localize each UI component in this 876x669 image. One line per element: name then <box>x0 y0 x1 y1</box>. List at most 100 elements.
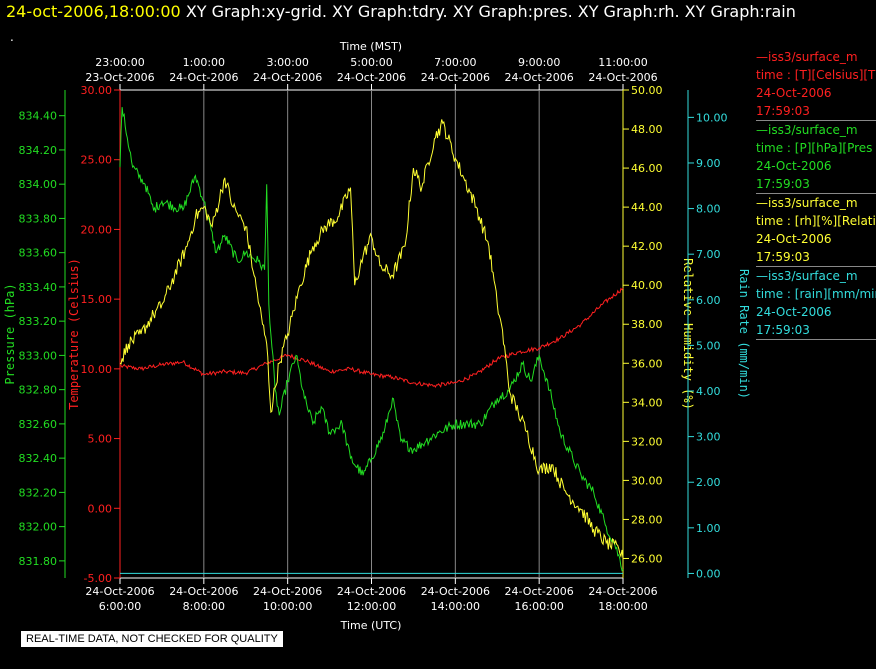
series-line <box>119 119 624 559</box>
status-dot: . <box>10 30 14 44</box>
legend-line: time : [T][Celsius][T <box>756 68 876 82</box>
y-tick-label: 6.00 <box>696 294 721 307</box>
x-tick-label: 24-Oct-2006 <box>85 585 154 598</box>
x-tick-label: 10:00:00 <box>263 600 312 613</box>
y-tick-label: 833.00 <box>19 349 58 362</box>
y-tick-label: -5.00 <box>84 572 112 585</box>
y-tick-label: 34.00 <box>631 396 663 409</box>
qc-notice: REAL-TIME DATA, NOT CHECKED FOR QUALITY <box>21 631 283 647</box>
y-tick-label: 1.00 <box>696 522 721 535</box>
y-tick-label: 832.20 <box>19 486 58 499</box>
y-tick-label: 4.00 <box>696 385 721 398</box>
y-axis-label: Temperature (Celsius) <box>67 258 81 410</box>
y-tick-label: 48.00 <box>631 123 663 136</box>
series-line <box>119 107 624 572</box>
legend-line: 24-Oct-2006 <box>756 159 832 173</box>
legend-line: 17:59:03 <box>756 250 810 264</box>
x-tick-label: 5:00:00 <box>350 56 392 69</box>
y-tick-label: 7.00 <box>696 248 721 261</box>
y-tick-label: 0.00 <box>88 502 113 515</box>
y-tick-label: 833.20 <box>19 315 58 328</box>
x-tick-label: 7:00:00 <box>434 56 476 69</box>
y-tick-label: 40.00 <box>631 279 663 292</box>
x-tick-label: 24-Oct-2006 <box>253 585 322 598</box>
y-tick-label: 30.00 <box>81 84 113 97</box>
y-tick-label: 833.40 <box>19 281 58 294</box>
y-tick-label: 5.00 <box>696 339 721 352</box>
x-tick-label: 14:00:00 <box>431 600 480 613</box>
x-tick-label: 11:00:00 <box>598 56 647 69</box>
x-tick-label: 16:00:00 <box>514 600 563 613</box>
y-axis-label: Rain Rate (mm/min) <box>737 269 751 399</box>
x-tick-label: 12:00:00 <box>347 600 396 613</box>
y-tick-label: 834.40 <box>19 110 58 123</box>
x-tick-label: 8:00:00 <box>183 600 225 613</box>
y-tick-label: 42.00 <box>631 240 663 253</box>
x-tick-label: 24-Oct-2006 <box>505 71 574 84</box>
y-tick-label: 9.00 <box>696 157 721 170</box>
y-tick-label: 30.00 <box>631 474 663 487</box>
legend-line: —iss3/surface_m <box>756 196 858 210</box>
x-tick-label: 24-Oct-2006 <box>421 71 490 84</box>
x-tick-label: 24-Oct-2006 <box>505 585 574 598</box>
y-tick-label: 832.40 <box>19 452 58 465</box>
legend-line: 24-Oct-2006 <box>756 86 832 100</box>
legend-line: time : [rain][mm/min <box>756 287 876 301</box>
legend-line: 17:59:03 <box>756 104 810 118</box>
y-tick-label: 36.00 <box>631 357 663 370</box>
graph-list: XY Graph:xy-grid. XY Graph:tdry. XY Grap… <box>185 2 796 21</box>
y-tick-label: 832.60 <box>19 418 58 431</box>
y-tick-label: 15.00 <box>81 293 113 306</box>
y-tick-label: 10.00 <box>81 363 113 376</box>
y-tick-label: 833.60 <box>19 247 58 260</box>
y-tick-label: 26.00 <box>631 552 663 565</box>
x-tick-label: 6:00:00 <box>99 600 141 613</box>
x-tick-label: 24-Oct-2006 <box>588 71 657 84</box>
y-tick-label: 25.00 <box>81 154 113 167</box>
y-tick-label: 38.00 <box>631 318 663 331</box>
series-line <box>119 287 624 388</box>
y-tick-label: 32.00 <box>631 435 663 448</box>
y-tick-label: 46.00 <box>631 162 663 175</box>
legend-line: —iss3/surface_m <box>756 269 858 283</box>
y-tick-label: 834.20 <box>19 144 58 157</box>
y-tick-label: 833.80 <box>19 212 58 225</box>
y-tick-label: 44.00 <box>631 201 663 214</box>
current-timestamp: 24-oct-2006,18:00:00 <box>6 2 181 21</box>
x-axis-label-top: Time (MST) <box>339 40 402 53</box>
x-axis-label-bottom: Time (UTC) <box>340 619 402 632</box>
x-tick-label: 3:00:00 <box>266 56 308 69</box>
x-tick-label: 24-Oct-2006 <box>588 585 657 598</box>
x-tick-label: 1:00:00 <box>183 56 225 69</box>
y-tick-label: 2.00 <box>696 476 721 489</box>
y-tick-label: 3.00 <box>696 431 721 444</box>
x-tick-label: 23:00:00 <box>95 56 144 69</box>
legend-entry: —iss3/surface_m time : [rain][mm/min 24-Oc… <box>756 267 876 340</box>
graph-title-bar: 24-oct-2006,18:00:00 XY Graph:xy-grid. X… <box>6 2 796 21</box>
x-tick-label: 23-Oct-2006 <box>85 71 154 84</box>
y-tick-label: 5.00 <box>88 433 113 446</box>
y-tick-label: 28.00 <box>631 513 663 526</box>
y-tick-label: 20.00 <box>81 223 113 236</box>
y-tick-label: 50.00 <box>631 84 663 97</box>
legend: —iss3/surface_m time : [T][Celsius][T 24-O… <box>756 48 876 340</box>
y-tick-label: 832.80 <box>19 384 58 397</box>
x-tick-label: 9:00:00 <box>518 56 560 69</box>
y-tick-label: 831.80 <box>19 555 58 568</box>
x-tick-label: 24-Oct-2006 <box>169 71 238 84</box>
legend-line: time : [P][hPa][Pres <box>756 141 873 155</box>
legend-line: 17:59:03 <box>756 323 810 337</box>
y-tick-label: 10.00 <box>696 111 728 124</box>
y-axis-label: Pressure (hPa) <box>3 283 17 384</box>
y-tick-label: 0.00 <box>696 567 721 580</box>
x-tick-label: 18:00:00 <box>598 600 647 613</box>
x-tick-label: 24-Oct-2006 <box>337 71 406 84</box>
legend-line: —iss3/surface_m <box>756 50 858 64</box>
legend-line: 24-Oct-2006 <box>756 232 832 246</box>
legend-line: time : [rh][%][Relativ <box>756 214 876 228</box>
legend-line: —iss3/surface_m <box>756 123 858 137</box>
y-tick-label: 834.00 <box>19 178 58 191</box>
x-tick-label: 24-Oct-2006 <box>421 585 490 598</box>
